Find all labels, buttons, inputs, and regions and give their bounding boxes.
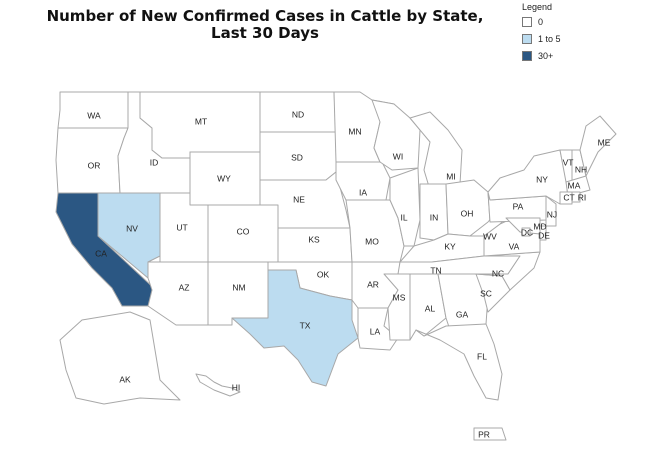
state-label-ar: AR	[367, 279, 379, 289]
state-label-ak: AK	[119, 374, 131, 384]
legend-item-1-to-5: 1 to 5	[522, 32, 561, 46]
state-label-tx: TX	[300, 320, 311, 330]
legend-label-30-plus: 30+	[538, 51, 554, 61]
legend-item-30-plus: 30+	[522, 49, 561, 63]
state-label-wi: WI	[393, 151, 403, 161]
state-dc[interactable]	[521, 227, 531, 237]
state-label-ia: IA	[359, 187, 367, 197]
state-ct[interactable]	[559, 191, 573, 205]
state-ri[interactable]	[571, 191, 581, 203]
state-label-mt: MT	[195, 116, 207, 126]
state-label-sd: SD	[291, 152, 303, 162]
state-il[interactable]	[389, 167, 421, 247]
state-nj[interactable]	[545, 195, 557, 227]
state-label-oh: OH	[461, 208, 474, 218]
state-hi[interactable]	[195, 373, 241, 397]
state-nc[interactable]	[475, 251, 541, 291]
state-label-hi: HI	[232, 382, 241, 392]
state-label-al: AL	[425, 303, 436, 313]
state-label-id: ID	[150, 157, 159, 167]
state-label-wy: WY	[217, 173, 231, 183]
state-ny[interactable]	[487, 149, 569, 205]
state-label-wa: WA	[87, 110, 101, 120]
legend: Legend 0 1 to 5 30+	[522, 2, 561, 66]
state-label-nj: NJ	[547, 209, 557, 219]
state-label-az: AZ	[179, 282, 190, 292]
map-title: Number of New Confirmed Cases in Cattle …	[40, 8, 490, 42]
state-label-tn: TN	[430, 265, 441, 275]
state-label-ny: NY	[536, 174, 548, 184]
legend-title: Legend	[522, 2, 553, 12]
legend-label-1-to-5: 1 to 5	[538, 34, 561, 44]
state-de[interactable]	[539, 225, 547, 241]
map-title-line-1: Number of New Confirmed Cases in Cattle …	[46, 7, 484, 25]
state-md[interactable]	[505, 217, 541, 235]
state-label-dc: DC	[521, 227, 533, 237]
state-fl[interactable]	[415, 323, 503, 401]
state-label-mi: MI	[446, 171, 455, 181]
state-label-in: IN	[430, 212, 439, 222]
state-label-nv: NV	[126, 223, 138, 233]
legend-swatch-0	[522, 17, 532, 27]
state-label-nh: NH	[575, 164, 587, 174]
state-label-mo: MO	[365, 236, 379, 246]
state-label-nd: ND	[292, 109, 304, 119]
state-label-pa: PA	[513, 201, 524, 211]
state-label-sc: SC	[480, 288, 492, 298]
legend-label-0: 0	[538, 17, 544, 27]
state-label-vt: VT	[563, 157, 574, 167]
state-label-ks: KS	[308, 234, 320, 244]
legend-swatch-1-to-5	[522, 34, 532, 44]
map-title-line-2: Last 30 Days	[211, 24, 319, 42]
state-wi[interactable]	[371, 99, 421, 171]
state-label-de: DE	[538, 230, 550, 240]
state-label-or: OR	[88, 160, 101, 170]
state-label-nc: NC	[492, 268, 504, 278]
state-label-ri: RI	[578, 192, 587, 202]
state-label-me: ME	[598, 137, 611, 147]
state-az[interactable]	[147, 261, 209, 326]
state-label-ma: MA	[568, 180, 581, 190]
state-nm[interactable]	[207, 261, 269, 326]
legend-item-0: 0	[522, 15, 561, 29]
state-label-md: MD	[533, 221, 546, 231]
state-label-co: CO	[237, 226, 250, 236]
state-label-ky: KY	[444, 241, 456, 251]
state-label-wv: WV	[483, 231, 497, 241]
state-label-ct: CT	[563, 192, 574, 202]
state-label-va: VA	[509, 241, 520, 251]
state-label-ga: GA	[456, 309, 469, 319]
state-label-fl: FL	[477, 351, 487, 361]
state-label-pr: PR	[478, 429, 490, 439]
state-ks[interactable]	[277, 227, 353, 263]
state-ak[interactable]	[59, 311, 181, 405]
state-tx[interactable]	[231, 269, 359, 387]
state-label-ms: MS	[393, 292, 406, 302]
state-label-ca: CA	[95, 248, 107, 258]
state-label-la: LA	[370, 326, 381, 336]
state-la[interactable]	[357, 307, 399, 351]
state-label-ut: UT	[176, 222, 187, 232]
state-label-ok: OK	[317, 269, 330, 279]
state-label-nm: NM	[232, 282, 245, 292]
state-ma[interactable]	[565, 175, 591, 197]
state-pr[interactable]	[473, 427, 507, 441]
state-label-ne: NE	[293, 194, 305, 204]
state-label-il: IL	[400, 212, 407, 222]
state-label-mn: MN	[348, 126, 361, 136]
legend-swatch-30-plus	[522, 51, 532, 61]
